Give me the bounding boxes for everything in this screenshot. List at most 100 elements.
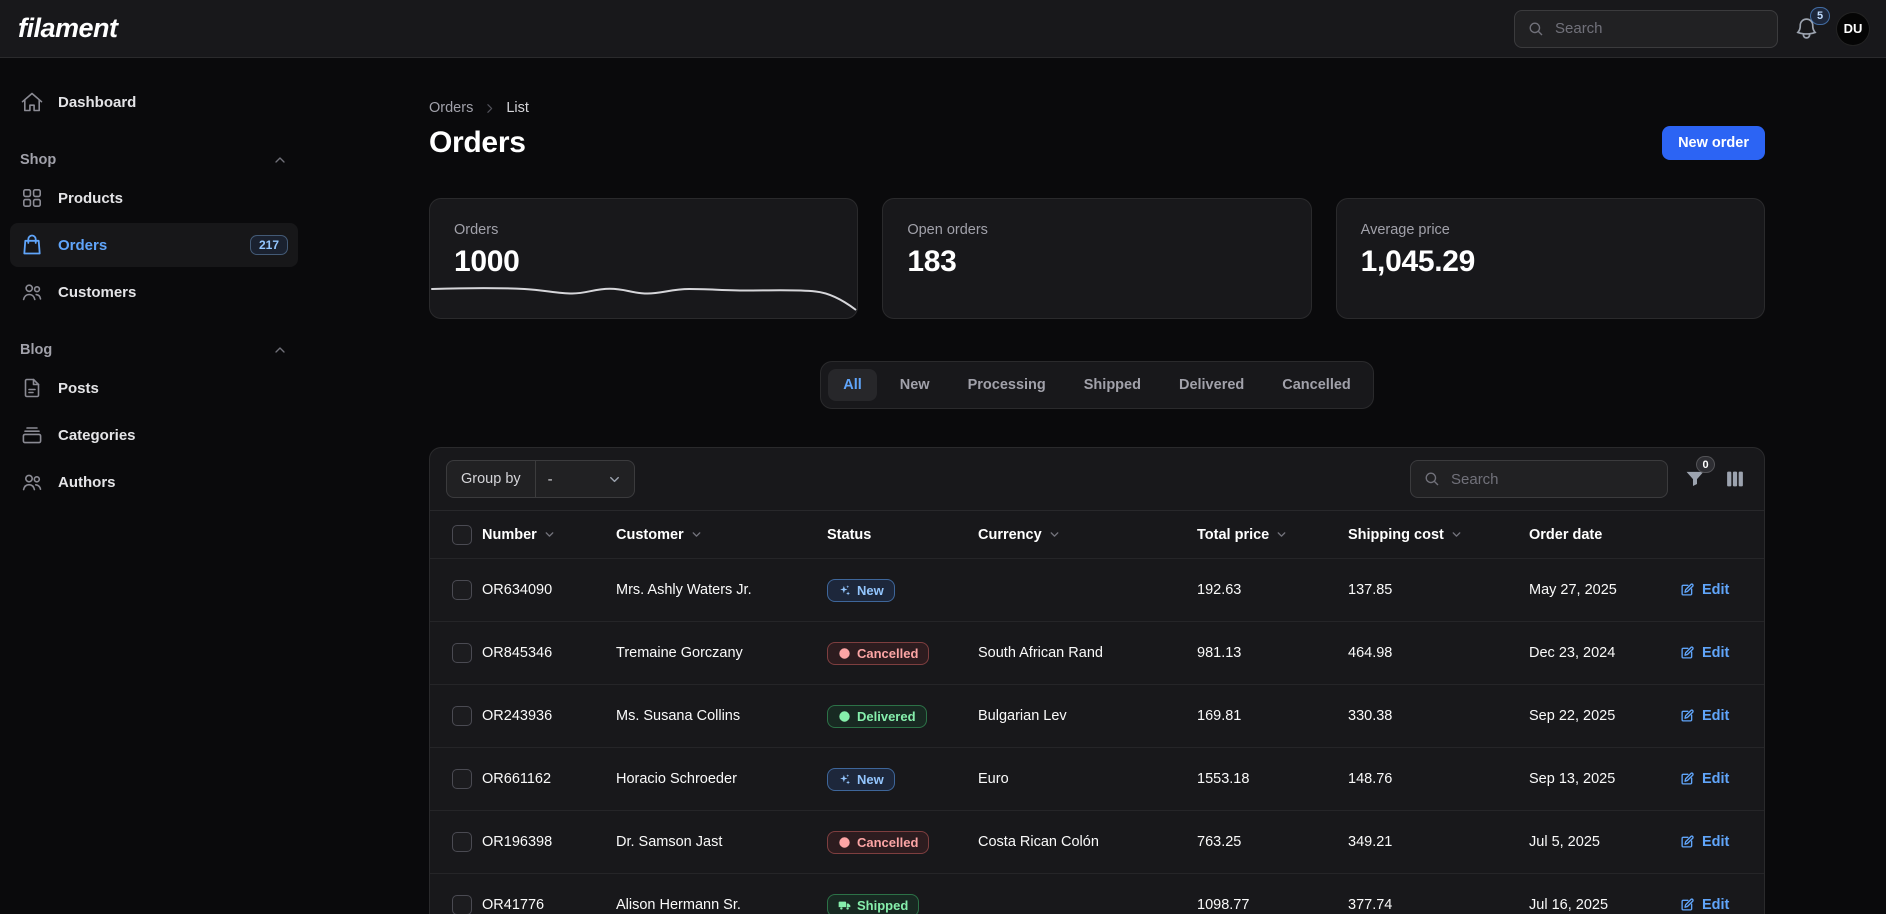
global-search-input[interactable] <box>1555 20 1765 37</box>
row-checkbox[interactable] <box>452 769 472 789</box>
cell-currency: South African Rand <box>978 645 1103 661</box>
sidebar-item-label: Categories <box>58 426 136 444</box>
tab-processing[interactable]: Processing <box>967 377 1046 393</box>
tab-delivered[interactable]: Delivered <box>1178 377 1245 393</box>
status-filter-tabs: All New Processing Shipped Delivered Can… <box>820 361 1374 409</box>
cell-customer: Alison Hermann Sr. <box>616 897 741 913</box>
stat-card-orders: Orders 1000 <box>429 198 859 319</box>
table-row[interactable]: OR41776 Alison Hermann Sr. Shipped 1098.… <box>430 873 1764 914</box>
sidebar-item-customers[interactable]: Customers <box>10 270 298 314</box>
pencil-square-icon <box>1681 898 1694 911</box>
orders-count-badge: 217 <box>249 235 288 255</box>
sidebar-group-blog[interactable]: Blog <box>10 342 298 358</box>
table-search-input[interactable] <box>1451 470 1655 488</box>
status-badge: Cancelled <box>827 641 930 665</box>
funnel-icon <box>1686 471 1704 487</box>
group-by-value: - <box>547 470 553 488</box>
group-by-select[interactable]: - <box>536 461 634 497</box>
edit-button[interactable]: Edit <box>1679 771 1729 787</box>
row-checkbox[interactable] <box>452 580 472 600</box>
column-header-currency[interactable]: Currency <box>978 511 1197 558</box>
sidebar-item-orders[interactable]: Orders 217 <box>10 223 298 267</box>
table-row[interactable]: OR243936 Ms. Susana Collins Delivered Bu… <box>430 684 1764 747</box>
sidebar-item-products[interactable]: Products <box>10 176 298 220</box>
new-order-button[interactable]: New order <box>1662 126 1765 160</box>
columns-icon <box>1727 471 1743 487</box>
cell-order-date: Sep 22, 2025 <box>1529 708 1616 724</box>
notifications-button[interactable]: 5 <box>1794 6 1830 42</box>
table-header-row: Number Customer Status Currency <box>430 510 1764 558</box>
column-header-status: Status <box>827 526 872 543</box>
cell-total-price: 1553.18 <box>1197 771 1250 787</box>
status-badge: New <box>827 767 895 791</box>
sidebar-item-label: Orders <box>58 236 108 254</box>
column-header-customer[interactable]: Customer <box>616 511 827 558</box>
cell-customer: Mrs. Ashly Waters Jr. <box>616 582 752 598</box>
cell-total-price: 169.81 <box>1197 708 1242 724</box>
edit-button[interactable]: Edit <box>1679 708 1729 724</box>
sidebar-group-shop[interactable]: Shop <box>10 152 298 168</box>
x-circle-icon <box>839 647 850 659</box>
table-row[interactable]: OR634090 Mrs. Ashly Waters Jr. New 192.6… <box>430 558 1764 621</box>
tab-cancelled[interactable]: Cancelled <box>1282 377 1351 393</box>
edit-button[interactable]: Edit <box>1679 582 1729 598</box>
notification-count-badge: 5 <box>1810 6 1830 25</box>
cell-total-price: 1098.77 <box>1197 897 1250 913</box>
row-checkbox[interactable] <box>452 643 472 663</box>
home-icon <box>20 90 44 114</box>
sidebar-item-label: Authors <box>58 473 116 491</box>
stat-label: Orders <box>454 222 499 238</box>
column-header-total-price[interactable]: Total price <box>1197 511 1348 558</box>
cell-shipping-cost: 148.76 <box>1348 771 1393 787</box>
tab-shipped[interactable]: Shipped <box>1083 377 1141 393</box>
table-row[interactable]: OR845346 Tremaine Gorczany Cancelled Sou… <box>430 621 1764 684</box>
table-search[interactable] <box>1410 460 1668 498</box>
pencil-square-icon <box>1681 646 1694 659</box>
app-logo: filament <box>18 13 118 43</box>
row-checkbox[interactable] <box>452 832 472 852</box>
breadcrumb-orders[interactable]: Orders <box>429 100 474 116</box>
chevron-down-icon <box>609 476 619 482</box>
avatar[interactable]: DU <box>1836 11 1870 46</box>
users-icon <box>20 470 44 494</box>
bell-icon <box>1796 17 1817 39</box>
filters-button[interactable]: 0 <box>1682 456 1715 492</box>
sidebar-item-categories[interactable]: Categories <box>10 413 298 457</box>
cell-number: OR634090 <box>482 582 553 598</box>
cell-currency: Bulgarian Lev <box>978 708 1067 724</box>
tab-all[interactable]: All <box>828 369 877 401</box>
cell-shipping-cost: 349.21 <box>1348 834 1393 850</box>
search-icon <box>1529 22 1543 35</box>
stats-overview: Orders 1000 Open orders 183 Average pric… <box>429 198 1765 319</box>
tab-new[interactable]: New <box>899 377 930 393</box>
pencil-square-icon <box>1681 835 1694 848</box>
edit-button[interactable]: Edit <box>1679 834 1729 850</box>
edit-button[interactable]: Edit <box>1679 645 1729 661</box>
sidebar-item-authors[interactable]: Authors <box>10 460 298 504</box>
status-badge: Delivered <box>827 704 927 728</box>
row-checkbox[interactable] <box>452 895 472 914</box>
edit-button[interactable]: Edit <box>1679 897 1729 913</box>
orders-table: Group by - 0 <box>429 447 1765 914</box>
sort-chevron-icon <box>692 532 701 537</box>
table-row[interactable]: OR196398 Dr. Samson Jast Cancelled Costa… <box>430 810 1764 873</box>
sidebar-item-posts[interactable]: Posts <box>10 366 298 410</box>
global-search[interactable] <box>1514 9 1778 48</box>
select-all-checkbox[interactable] <box>452 524 472 545</box>
stat-label: Average price <box>1360 222 1450 238</box>
column-header-number[interactable]: Number <box>482 511 616 558</box>
cell-shipping-cost: 464.98 <box>1348 645 1393 661</box>
row-checkbox[interactable] <box>452 706 472 726</box>
sidebar-item-label: Products <box>58 189 124 207</box>
sort-chevron-icon <box>1050 532 1059 537</box>
column-header-shipping-cost[interactable]: Shipping cost <box>1348 511 1529 558</box>
sidebar-item-dashboard[interactable]: Dashboard <box>10 80 298 124</box>
stat-label: Open orders <box>907 222 988 238</box>
sort-chevron-icon <box>545 532 554 537</box>
cell-total-price: 981.13 <box>1197 645 1242 661</box>
cell-customer: Horacio Schroeder <box>616 771 737 787</box>
toggle-columns-button[interactable] <box>1722 466 1748 492</box>
cell-number: OR845346 <box>482 645 553 661</box>
table-row[interactable]: OR661162 Horacio Schroeder New Euro 1553… <box>430 747 1764 810</box>
filter-count-badge: 0 <box>1696 456 1715 473</box>
